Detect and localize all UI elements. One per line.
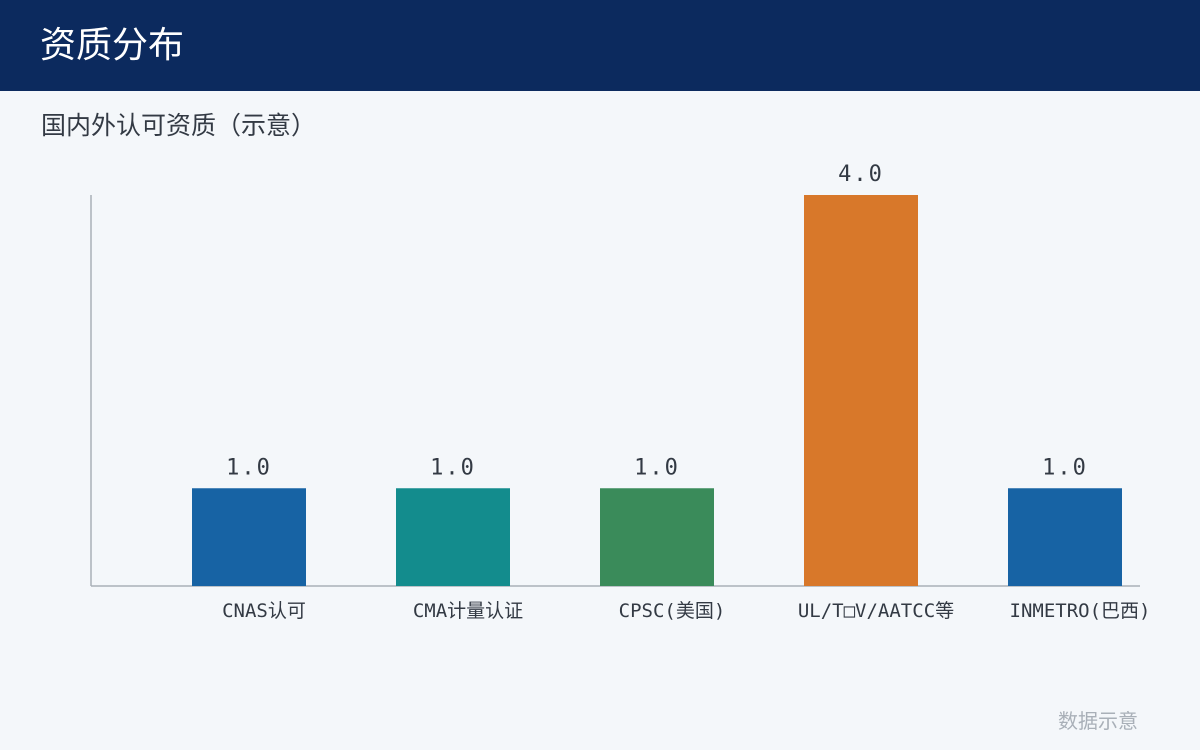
bar-4: [804, 195, 918, 586]
bar-5: [1008, 488, 1122, 586]
bar-1: [192, 488, 306, 586]
bar-2: [396, 488, 510, 586]
x-tick-label-1: CNAS认可: [222, 600, 306, 622]
chart-subtitle: 国内外认可资质（示意）: [41, 111, 317, 140]
data-label-3: 1.0: [634, 455, 680, 480]
data-label-5: 1.0: [1042, 455, 1088, 480]
data-label-1: 1.0: [226, 455, 272, 480]
data-label-2: 1.0: [430, 455, 476, 480]
x-tick-label-5: INMETRO(巴西): [1010, 600, 1151, 622]
x-tick-label-2: CMA计量认证: [413, 600, 523, 622]
data-label-4: 4.0: [838, 162, 884, 187]
footer-note: 数据示意: [1058, 709, 1138, 733]
bars-group: 1.0 CNAS认可 1.0 CMA计量认证 1.0 CPSC(美国) 4.0 UL/T□V/…: [192, 162, 1150, 622]
page-title: 资质分布: [40, 25, 185, 66]
bar-3: [600, 488, 714, 586]
x-tick-label-3: CPSC(美国): [619, 600, 726, 622]
header-bar: 资质分布: [0, 0, 1200, 91]
x-tick-label-4: UL/T□V/AATCC等: [798, 600, 954, 622]
